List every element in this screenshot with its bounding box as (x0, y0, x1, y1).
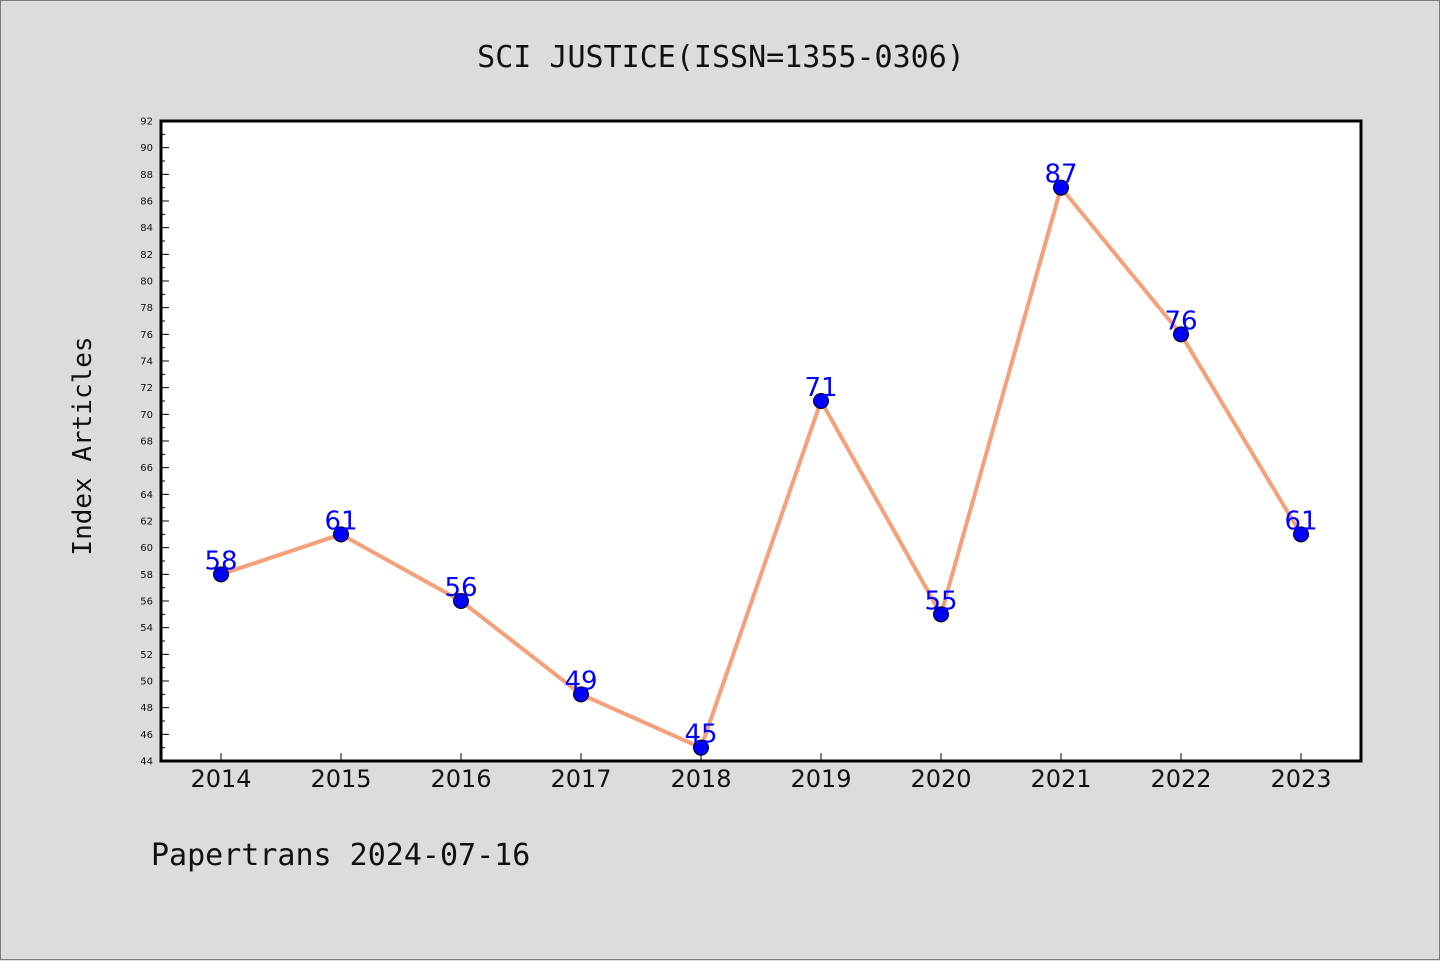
x-axis-ticks: 2014 2015 2016 2017 2018 2019 2020 2021 2022 2023 (190, 753, 1332, 793)
series-line (220, 185, 1303, 750)
data-label: 58 (204, 546, 237, 576)
y-tick-label: 54 (140, 623, 153, 634)
x-tick-label: 2023 (1270, 765, 1331, 793)
data-point (213, 566, 229, 583)
x-tick-label: 2015 (310, 765, 371, 793)
y-tick-label: 80 (140, 277, 153, 288)
y-tick-label: 90 (140, 143, 153, 154)
y-tick-label: 70 (140, 410, 153, 421)
y-tick-label: 48 (140, 703, 153, 714)
y-tick-label: 74 (140, 357, 153, 368)
x-tick-label: 2017 (550, 765, 611, 793)
y-tick-label: 86 (140, 197, 153, 208)
data-label: 76 (1164, 306, 1197, 336)
x-tick-label: 2019 (790, 765, 851, 793)
y-tick-label: 72 (140, 383, 153, 394)
y-tick-label: 62 (140, 517, 153, 528)
data-label: 61 (1284, 506, 1317, 536)
chart-title: SCI JUSTICE(ISSN=1355-0306) (477, 40, 965, 75)
plot-area (159, 119, 1363, 763)
data-label: 49 (564, 666, 597, 696)
footer-credit: Papertrans 2024-07-16 (151, 838, 530, 873)
data-point (333, 526, 349, 543)
data-point (573, 686, 589, 703)
y-axis-ticks: 44 46 48 50 52 54 56 58 60 62 64 66 68 70 72 74 76 78 80 82… (140, 117, 169, 768)
y-tick-label: 60 (140, 543, 153, 554)
y-tick-label: 64 (140, 490, 153, 501)
y-tick-label: 88 (140, 170, 153, 181)
data-label: 45 (684, 720, 717, 750)
data-label: 87 (1044, 160, 1077, 190)
y-tick-label: 92 (140, 117, 153, 128)
data-point (1053, 179, 1069, 196)
y-tick-label: 44 (140, 757, 153, 768)
y-tick-label: 52 (140, 650, 153, 661)
data-point (1293, 526, 1309, 543)
data-point (933, 606, 949, 623)
y-axis-label: Index Articles (68, 336, 98, 555)
y-tick-label: 82 (140, 250, 153, 261)
series-index-articles: 58 61 56 49 45 71 55 87 76 61 (204, 160, 1318, 756)
x-tick-label: 2022 (1150, 765, 1211, 793)
x-tick-label: 2014 (190, 765, 251, 793)
y-tick-label: 68 (140, 437, 153, 448)
y-tick-label: 46 (140, 730, 153, 741)
data-point (813, 393, 829, 409)
data-label: 56 (444, 573, 477, 603)
y-tick-label: 56 (140, 597, 153, 608)
x-tick-label: 2016 (430, 765, 491, 793)
y-tick-label: 50 (140, 677, 153, 688)
y-tick-label: 58 (140, 570, 153, 581)
data-point (453, 593, 469, 609)
data-label: 71 (804, 373, 837, 403)
data-point (1173, 326, 1189, 343)
data-point (693, 739, 709, 756)
data-label: 61 (324, 506, 357, 536)
y-tick-label: 76 (140, 330, 153, 341)
y-tick-label: 66 (140, 463, 153, 474)
x-tick-label: 2020 (910, 765, 971, 793)
x-tick-label: 2021 (1030, 765, 1091, 793)
y-tick-label: 84 (140, 223, 153, 234)
x-tick-label: 2018 (670, 765, 731, 793)
data-label: 55 (924, 586, 957, 616)
y-tick-label: 78 (140, 303, 153, 314)
